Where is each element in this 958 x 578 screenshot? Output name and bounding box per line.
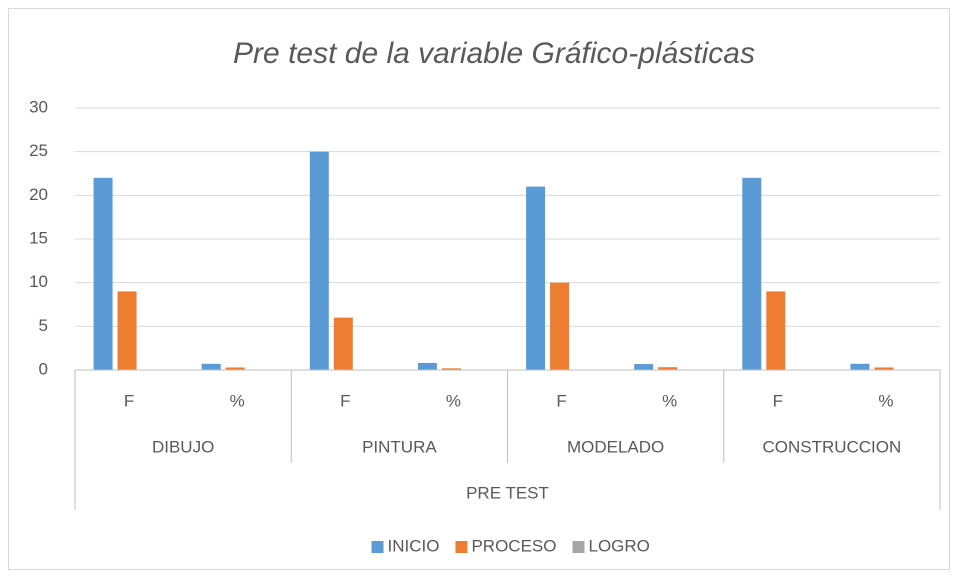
x-tick-label: % [878, 391, 893, 410]
y-tick-label: 25 [29, 141, 48, 160]
legend-swatch [455, 541, 468, 553]
bar [309, 151, 329, 370]
bar [850, 363, 870, 370]
bar [634, 364, 654, 370]
group-label: CONSTRUCCION [762, 437, 901, 456]
y-tick-label: 5 [39, 316, 48, 335]
bar [874, 367, 894, 370]
bar [225, 367, 245, 370]
bar [93, 177, 113, 370]
y-tick-label: 20 [29, 185, 48, 204]
x-tick-label: F [124, 391, 134, 410]
bar [201, 363, 221, 370]
x-tick-label: F [556, 391, 566, 410]
bar [333, 317, 353, 370]
bar [742, 177, 762, 370]
chart-title: Pre test de la variable Gráfico-plástica… [233, 37, 755, 70]
group-label: DIBUJO [152, 437, 214, 456]
y-tick-label: 15 [29, 228, 48, 247]
legend-swatch [572, 541, 585, 553]
group-label: MODELADO [567, 437, 664, 456]
group-label: PINTURA [362, 437, 437, 456]
bar [117, 291, 137, 370]
legend-label: LOGRO [588, 536, 649, 555]
bar [417, 362, 437, 370]
bar [550, 282, 570, 370]
x-tick-label: % [446, 391, 461, 410]
legend-swatch [371, 541, 384, 553]
y-tick-label: 0 [39, 359, 48, 378]
y-tick-label: 30 [29, 97, 48, 116]
legend-label: INICIO [388, 536, 440, 555]
y-tick-label: 10 [29, 272, 48, 291]
bar [441, 368, 461, 370]
x-tick-label: % [230, 391, 245, 410]
group-title: PRE TEST [466, 483, 549, 502]
bar [526, 186, 546, 370]
x-tick-label: F [340, 391, 350, 410]
bar [658, 367, 678, 370]
chart-border [8, 8, 950, 570]
legend-label: PROCESO [471, 536, 556, 555]
x-tick-label: F [773, 391, 783, 410]
bar [766, 291, 786, 370]
x-tick-label: % [662, 391, 677, 410]
